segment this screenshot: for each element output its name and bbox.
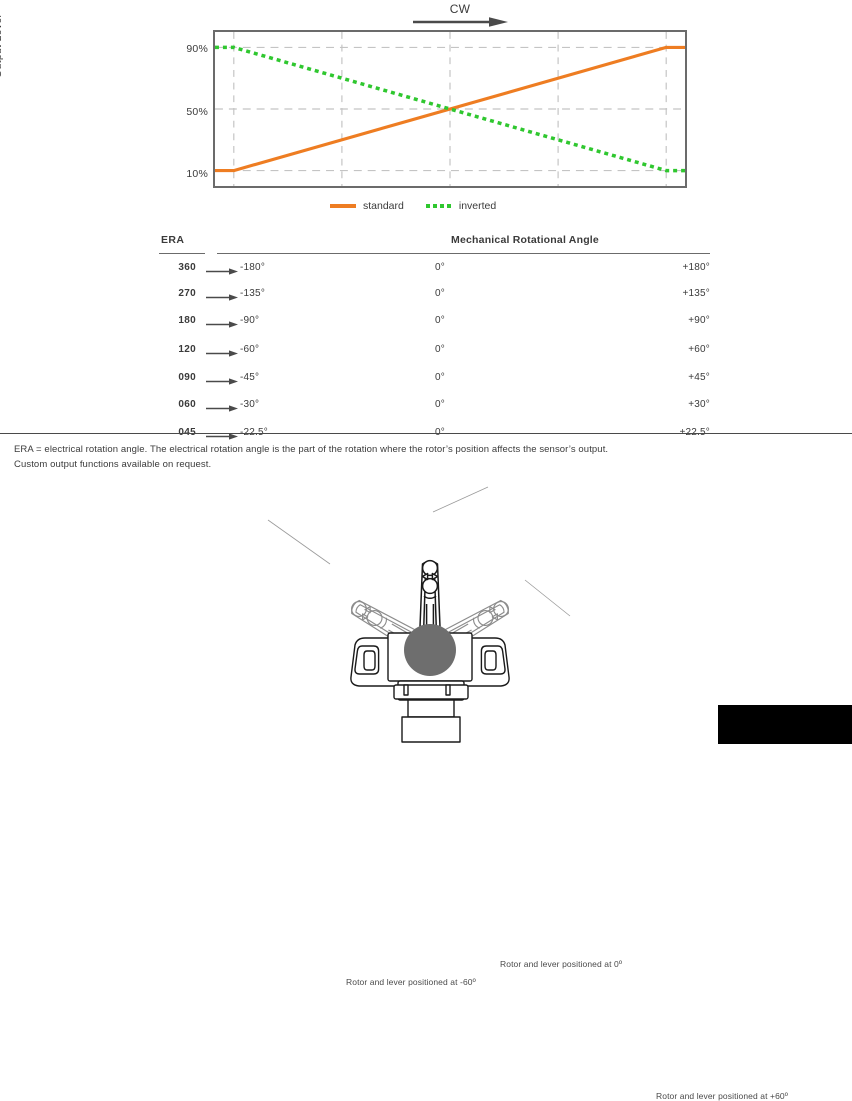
rotor-hub (404, 624, 456, 676)
footnote-era-definition: ERA = electrical rotation angle. The ele… (14, 444, 609, 455)
series-standard (215, 45, 685, 173)
cell-negative-angle: -60° (240, 344, 260, 355)
table-rule-era (159, 253, 205, 254)
era-angle-table: ERA Mechanical Rotational Angle 360 -180°… (150, 232, 710, 440)
table-rule-mechanical (217, 253, 710, 254)
leader-lines (267, 486, 571, 617)
cell-positive-angle: +30° (688, 399, 710, 410)
table-row: 360 -180° 0° +180° (150, 262, 710, 280)
footnote-custom-output: Custom output functions available on req… (14, 459, 212, 470)
arrow-right-icon (413, 17, 508, 27)
table-row: 090 -45° 0° +45° (150, 372, 710, 390)
cell-era: 120 (178, 344, 196, 355)
y-tick-10: 10% (186, 168, 208, 180)
cell-zero-angle: 0° (435, 288, 445, 299)
cell-era: 180 (178, 315, 196, 326)
cell-zero-angle: 0° (435, 372, 445, 383)
cell-positive-angle: +135° (682, 288, 710, 299)
section-divider (0, 433, 852, 434)
cell-era: 270 (178, 288, 196, 299)
black-block (718, 705, 852, 744)
cell-negative-angle: -135° (240, 288, 266, 299)
cell-negative-angle: -30° (240, 399, 260, 410)
cell-positive-angle: +45° (688, 372, 710, 383)
arrow-right-icon (206, 268, 238, 275)
series-inverted (215, 45, 685, 173)
chart-plot-area (215, 32, 685, 186)
annotation-zero: Rotor and lever positioned at 0º (500, 959, 623, 969)
arrow-right-icon (206, 378, 238, 385)
table-header-era: ERA (161, 234, 185, 246)
cw-label: CW (449, 2, 471, 16)
output-level-chart (213, 30, 687, 188)
chart-series (215, 45, 685, 173)
cell-positive-angle: +60° (688, 344, 710, 355)
horizontal-gridlines (215, 46, 685, 172)
cell-zero-angle: 0° (435, 399, 445, 410)
y-tick-90: 90% (186, 43, 208, 55)
y-axis-title: Output Level (0, 14, 4, 78)
arrow-right-icon (206, 350, 238, 357)
cell-zero-angle: 0° (435, 344, 445, 355)
rotor-lever-drawing (267, 486, 571, 743)
cell-negative-angle: -22.5° (240, 427, 268, 438)
rotor-lever-diagram: Rotor and lever positioned at 0º Rotor a… (150, 478, 788, 1101)
cell-zero-angle: 0° (435, 262, 445, 273)
cell-negative-angle: -45° (240, 372, 260, 383)
annotation-plus-60: Rotor and lever positioned at +60º (656, 1091, 788, 1101)
legend-label-standard: standard (363, 200, 404, 212)
cw-direction-indicator: CW (405, 2, 515, 28)
arrow-right-icon (206, 321, 238, 328)
cell-era: 060 (178, 399, 196, 410)
cell-negative-angle: -180° (240, 262, 266, 273)
legend-item-inverted: inverted (425, 200, 497, 212)
table-row: 060 -30° 0° +30° (150, 399, 710, 417)
legend-label-inverted: inverted (458, 200, 497, 212)
chart-legend: standard inverted (330, 198, 530, 214)
cell-zero-angle: 0° (435, 427, 445, 438)
annotation-minus-60: Rotor and lever positioned at -60º (346, 977, 476, 987)
cell-positive-angle: +22.5° (679, 427, 710, 438)
cell-zero-angle: 0° (435, 315, 445, 326)
cell-positive-angle: +180° (682, 262, 710, 273)
cell-era: 360 (178, 262, 196, 273)
y-tick-50: 50% (186, 106, 208, 118)
legend-swatch-standard (330, 204, 356, 208)
cell-era: 090 (178, 372, 196, 383)
table-row: 180 -90° 0° +90° (150, 315, 710, 333)
legend-item-standard: standard (330, 200, 404, 212)
legend-swatch-inverted (425, 204, 452, 208)
cell-positive-angle: +90° (688, 315, 710, 326)
table-row: 045 -22.5° 0° +22.5° (150, 427, 710, 445)
sensor-connector (393, 680, 469, 743)
table-row: 120 -60° 0° +60° (150, 344, 710, 362)
table-row: 270 -135° 0° +135° (150, 288, 710, 306)
arrow-right-icon (206, 294, 238, 301)
table-header-mechanical-angle: Mechanical Rotational Angle (451, 234, 599, 246)
cell-era: 045 (178, 427, 196, 438)
cell-negative-angle: -90° (240, 315, 260, 326)
arrow-right-icon (206, 405, 238, 412)
arrow-right-icon (206, 433, 238, 440)
